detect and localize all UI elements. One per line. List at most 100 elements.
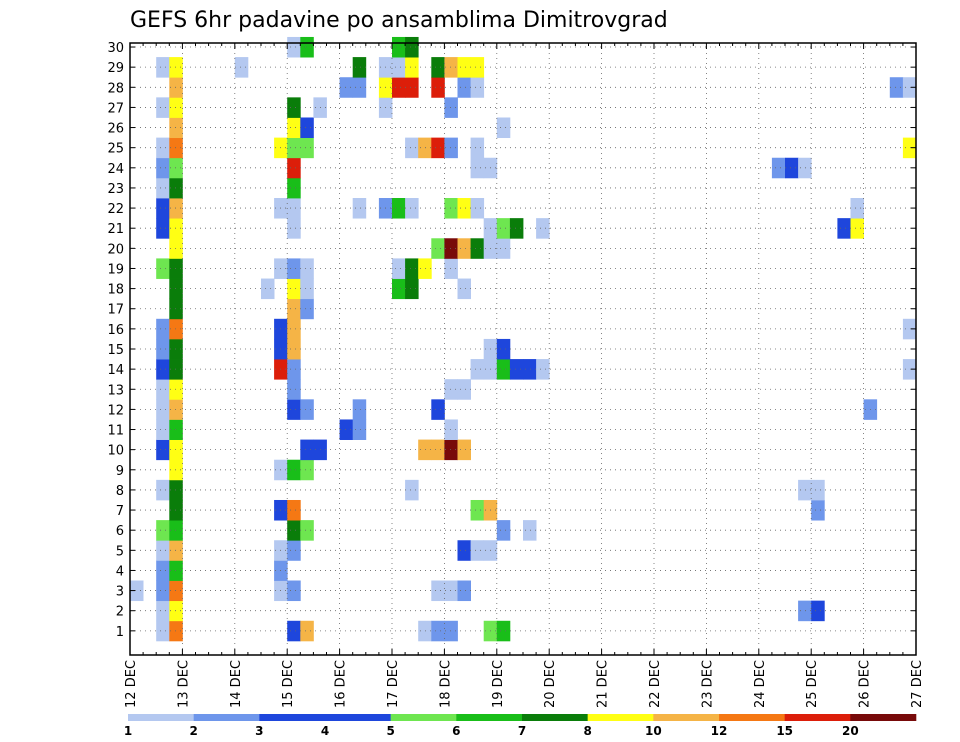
heatmap-cell-m14-s26 — [470, 359, 485, 380]
heatmap-cell-m23-s3 — [169, 177, 183, 199]
legend: 1 2 3 4 5 6 7 8 10 12 15 20 — [124, 714, 917, 738]
heatmap-cell-m19-s22 — [418, 258, 432, 279]
y-tick-label: 22 — [107, 202, 124, 217]
heatmap-cell-m29-s26 — [470, 57, 485, 78]
x-tick-label: 12 DEC — [124, 660, 139, 708]
heatmap-cell-m13-s3 — [169, 379, 183, 400]
y-tick-label: 16 — [107, 323, 124, 338]
heatmap-cell-m3-s23 — [431, 580, 445, 602]
heatmap-cell-m12-s13 — [300, 399, 314, 420]
heatmap-cell-m18-s10 — [261, 278, 275, 300]
legend-swatch — [784, 714, 851, 721]
heatmap-cell-m7-s26 — [470, 499, 485, 521]
heatmap-cell-m24-s49 — [771, 157, 786, 179]
heatmap-cell-m22-s17 — [352, 198, 367, 219]
heatmap-cell-m20-s3 — [169, 238, 183, 259]
heatmap-cell-m28-s25 — [457, 77, 471, 98]
heatmap-cell-m10-s3 — [169, 439, 183, 461]
heatmap-cell-m19-s13 — [300, 258, 314, 279]
legend-label: 15 — [776, 724, 793, 738]
heatmap-cell-m5-s25 — [457, 540, 471, 561]
heatmap-cell-m24-s50 — [785, 157, 799, 179]
heatmap-cell-m11-s17 — [352, 419, 367, 440]
y-tick-label: 6 — [116, 524, 124, 539]
legend-swatch — [193, 714, 260, 721]
heatmap-cell-m24-s26 — [470, 157, 485, 179]
heatmap-cell-m16-s12 — [287, 318, 301, 340]
heatmap-cell-m16-s2 — [156, 318, 170, 340]
legend-label: 7 — [518, 724, 526, 738]
heatmap-cell-m15-s28 — [496, 338, 511, 360]
legend-swatch — [587, 714, 654, 721]
heatmap-cell-m3-s3 — [169, 580, 183, 602]
heatmap-cell-m29-s24 — [444, 57, 458, 78]
y-tick-label: 28 — [107, 81, 124, 96]
heatmap-cell-m10-s23 — [431, 439, 445, 461]
heatmap-cell-m1-s3 — [169, 620, 183, 642]
heatmap-cell-m20-s25 — [457, 238, 471, 259]
legend-label: 3 — [255, 724, 263, 738]
y-tick-label: 12 — [107, 403, 124, 418]
heatmap-cell-m25-s23 — [431, 137, 445, 159]
heatmap-cell-m24-s51 — [798, 157, 812, 179]
legend-swatch — [522, 714, 588, 721]
heatmap-cell-m23-s2 — [156, 177, 170, 199]
heatmap-cell-m25-s59 — [902, 137, 917, 159]
heatmap-cell-m11-s24 — [444, 419, 458, 440]
heatmap-cell-m22-s24 — [444, 198, 458, 219]
legend-label: 4 — [321, 724, 329, 738]
heatmap-cell-m13-s2 — [156, 379, 170, 400]
heatmap-cell-m20-s26 — [470, 238, 485, 259]
heatmap-cell-m21-s31 — [536, 218, 550, 239]
heatmap-cell-m22-s2 — [156, 198, 170, 219]
x-tick-label: 24 DEC — [753, 660, 768, 708]
heatmap-cell-m27-s12 — [287, 97, 301, 118]
y-tick-label: 29 — [107, 61, 124, 76]
legend-swatch — [719, 714, 785, 721]
legend-swatch — [456, 714, 523, 721]
heatmap-cell-m10-s22 — [418, 439, 432, 461]
heatmap-cell-m10-s2 — [156, 439, 170, 461]
x-tick-label: 25 DEC — [805, 660, 820, 708]
y-tick-label: 26 — [107, 122, 124, 137]
heatmap-cell-m19-s20 — [392, 258, 406, 279]
heatmap-cell-m16-s3 — [169, 318, 183, 340]
heatmap-cell-m12-s12 — [287, 399, 301, 420]
y-tick-label: 1 — [116, 625, 124, 640]
heatmap-cell-m7-s12 — [287, 499, 301, 521]
y-tick-label: 27 — [107, 101, 124, 116]
heatmap-cell-m26-s13 — [300, 117, 314, 139]
heatmap-cell-m27-s3 — [169, 97, 183, 118]
heatmap-cell-m18-s12 — [287, 278, 301, 300]
heatmap-cell-m4-s3 — [169, 560, 183, 581]
heatmap-cell-m22-s20 — [392, 198, 406, 219]
x-tick-label: 13 DEC — [176, 660, 191, 708]
heatmap-cell-m12-s2 — [156, 399, 170, 420]
heatmap-cell-m19-s12 — [287, 258, 301, 279]
heatmap-cell-m25-s13 — [300, 137, 314, 159]
heatmap-cell-m14-s12 — [287, 359, 301, 380]
heatmap-cell-m10-s25 — [457, 439, 471, 461]
heatmap-cell-m14-s28 — [496, 359, 511, 380]
heatmap-cell-m14-s3 — [169, 359, 183, 380]
heatmap-cell-m25-s12 — [287, 137, 301, 159]
legend-swatch — [259, 714, 326, 721]
legend-label: 8 — [583, 724, 591, 738]
y-tick-label: 30 — [107, 41, 124, 56]
heatmap-cell-m28-s3 — [169, 77, 183, 98]
heatmap-cell-m22-s26 — [470, 198, 485, 219]
y-tick-label: 17 — [107, 303, 124, 318]
heatmap-cell-m28-s20 — [392, 77, 406, 98]
y-tick-label: 18 — [107, 283, 124, 298]
heatmap-cell-m10-s13 — [300, 439, 314, 461]
heatmap-cell-m14-s2 — [156, 359, 170, 380]
heatmap-cell-m4-s2 — [156, 560, 170, 581]
heatmap-cell-m29-s20 — [392, 57, 406, 78]
heatmap-cell-m17-s13 — [300, 298, 314, 320]
heatmap-cell-m19-s2 — [156, 258, 170, 279]
heatmap-cell-m5-s12 — [287, 540, 301, 561]
heatmap-cell-m25-s26 — [470, 137, 485, 159]
heatmap-cell-m29-s3 — [169, 57, 183, 78]
heatmap-cell-m12-s17 — [352, 399, 367, 420]
heatmap-cell-m18-s13 — [300, 278, 314, 300]
